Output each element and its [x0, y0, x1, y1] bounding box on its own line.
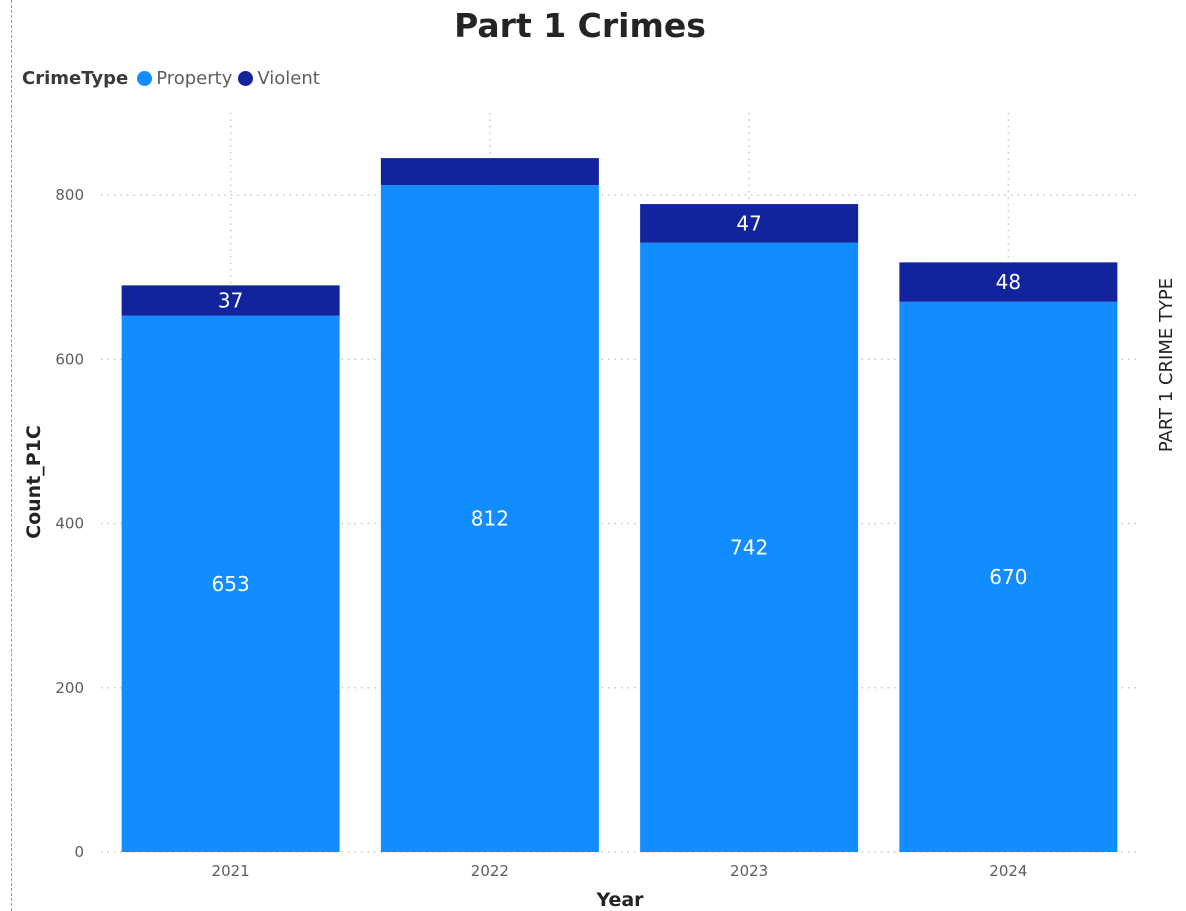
data-label-property-2022: 812 [471, 507, 509, 531]
y-tick-label: 200 [55, 679, 84, 697]
secondary-axis-label: PART 1 CRIME TYPE [1156, 278, 1177, 452]
bar-property-2024[interactable] [899, 301, 1118, 852]
y-axis-ticks: 0 200 400 600 800 [55, 186, 84, 861]
legend-item-property[interactable]: Property [137, 68, 232, 89]
data-label-violent-2021: 37 [218, 289, 243, 313]
bar-property-2021[interactable] [121, 315, 340, 852]
data-label-property-2021: 653 [212, 572, 250, 596]
x-tick-label: 2023 [730, 862, 768, 880]
data-label-property-2024: 670 [989, 565, 1027, 589]
y-tick-label: 400 [55, 515, 84, 533]
legend: CrimeType Property Violent [22, 66, 326, 90]
data-label-violent-2023: 47 [736, 211, 761, 235]
y-tick-label: 800 [55, 186, 84, 204]
y-axis-label: Count_P1C [23, 425, 45, 539]
chart-title: Part 1 Crimes [454, 6, 706, 45]
y-tick-label: 600 [55, 350, 84, 368]
bar-property-2023[interactable] [640, 242, 859, 852]
data-label-property-2023: 742 [730, 535, 768, 559]
legend-item-violent[interactable]: Violent [238, 67, 320, 89]
data-label-violent-2024: 48 [996, 270, 1021, 294]
x-tick-label: 2021 [212, 862, 250, 880]
x-axis-label: Year [595, 889, 644, 911]
bar-property-2022[interactable] [380, 185, 599, 852]
legend-dot-property-icon [137, 70, 153, 86]
x-tick-label: 2022 [471, 862, 509, 880]
legend-label-violent: Violent [257, 67, 320, 89]
x-tick-label: 2024 [989, 862, 1027, 880]
legend-dot-violent-icon [238, 70, 254, 86]
x-axis-ticks: 2021 2022 2023 2024 [212, 862, 1028, 880]
bars [121, 158, 1118, 852]
y-tick-label: 0 [74, 843, 84, 861]
bar-violent-2024[interactable] [899, 262, 1118, 302]
bar-violent-2023[interactable] [640, 204, 859, 243]
visual-border [11, 0, 12, 911]
bar-violent-2022[interactable] [380, 158, 599, 186]
legend-title: CrimeType [22, 67, 129, 89]
data-labels: 653 37 812 742 47 670 48 [212, 211, 1028, 596]
bar-violent-2021[interactable] [121, 285, 340, 316]
legend-label-property: Property [156, 67, 233, 89]
